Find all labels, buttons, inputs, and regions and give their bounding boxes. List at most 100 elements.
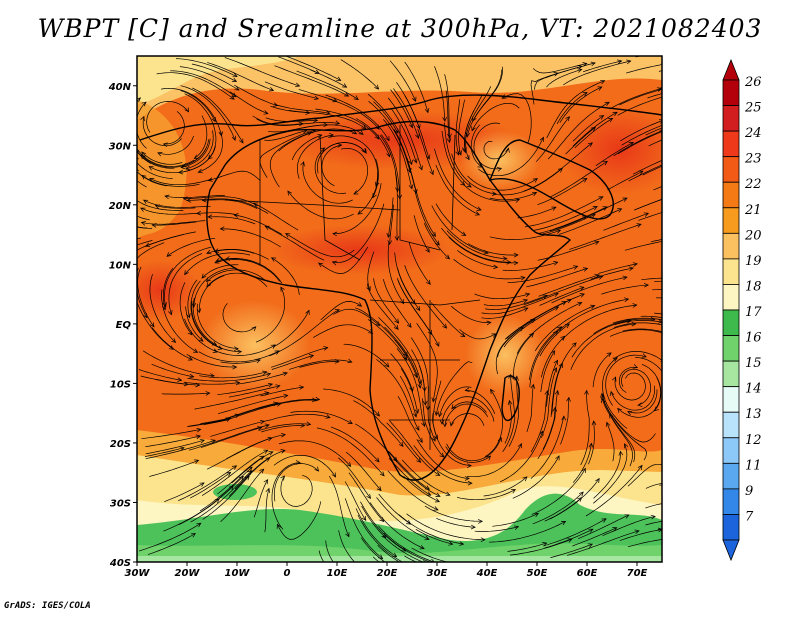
y-tick-label: 10S [110,379,131,390]
y-tick-label: 20N [109,201,132,212]
streamline [183,381,240,385]
streamline-arrow [214,259,220,264]
streamline-arrow [387,240,393,246]
streamline-arrow [347,358,353,364]
streamline-arrow [697,58,701,62]
streamline-arrow [235,380,241,386]
streamline-arrow [285,233,291,238]
streamline-arrow [295,460,301,465]
streamline-arrow [238,475,244,481]
streamline-arrow [393,324,399,331]
colorbar-bottom-arrow [722,539,740,562]
streamline-arrow [280,432,286,438]
streamline [627,463,662,487]
streamline [546,69,582,88]
streamline [624,241,662,251]
streamline [273,454,336,478]
streamline-arrow [386,232,392,238]
colorbar-label: 17 [745,305,762,320]
streamline [621,368,652,406]
colorbar-swatch [722,232,740,260]
streamline-arrow [140,154,146,160]
streamline-arrow [394,235,400,241]
colorbar-swatch [722,437,740,464]
streamline [355,307,408,357]
streamline [328,475,350,537]
streamline-arrow [617,407,623,413]
streamline [603,212,649,231]
streamline [432,380,442,440]
streamline-arrow [184,107,190,113]
streamline [328,135,378,187]
colorbar-label: 23 [744,152,762,167]
streamline-arrow [456,562,460,566]
streamline [288,110,367,130]
streamline [278,56,320,74]
streamline [360,537,386,562]
streamline [585,465,643,517]
streamline [489,229,561,240]
streamline [367,251,375,291]
streamline-arrow [369,597,374,601]
streamline-arrow [264,423,270,428]
streamline [388,450,430,490]
streamline [618,366,638,393]
coastlines [139,94,662,481]
streamline [163,111,185,145]
map-frame [136,55,663,563]
streamline [273,310,310,348]
streamline-arrow [517,442,523,449]
streamline-arrow [129,252,133,256]
streamline-arrow [320,147,326,153]
streamline [355,508,397,557]
streamline [549,197,628,232]
colorbar-label: 18 [745,279,762,294]
streamline [641,277,662,281]
streamline-arrow [446,137,452,144]
streamline-arrow [251,326,257,332]
streamline-arrow [459,541,465,546]
streamline-arrow [496,167,503,172]
streamline [593,318,655,334]
streamline-arrow [434,498,441,503]
streamline [533,206,598,231]
streamline-arrow [131,138,135,142]
streamline [377,545,401,562]
streamline [381,134,401,199]
streamline [201,264,239,279]
streamline-arrow [442,323,448,329]
streamline [406,513,485,541]
streamline-arrow [425,247,430,253]
streamline-arrow [557,167,563,173]
streamline-arrow [590,61,596,67]
streamline [149,274,176,343]
streamline [477,137,544,177]
streamline [539,323,570,357]
streamline [559,86,602,123]
streamline [290,410,353,424]
streamline-arrow [442,116,447,122]
streamline [609,413,636,463]
streamline [198,131,223,173]
streamline [465,86,492,160]
streamline-arrow [637,464,643,470]
streamline [411,547,449,562]
streamline-arrow [409,386,414,392]
streamline-arrow [632,364,639,369]
streamline [424,505,483,522]
streamline-arrow [141,174,147,180]
streamline-arrow [168,310,173,316]
streamline [544,497,582,522]
streamline [382,535,424,562]
streamline [168,253,203,315]
streamline-arrow [600,394,606,400]
streamline-arrow [186,198,192,203]
streamline-arrow [699,145,703,149]
streamline [137,168,140,172]
streamline-arrow [266,372,272,377]
streamline-arrow [597,86,603,91]
streamline [635,357,662,372]
streamline-arrow [140,115,145,122]
streamline-arrow [140,207,146,212]
streamline [222,303,256,333]
